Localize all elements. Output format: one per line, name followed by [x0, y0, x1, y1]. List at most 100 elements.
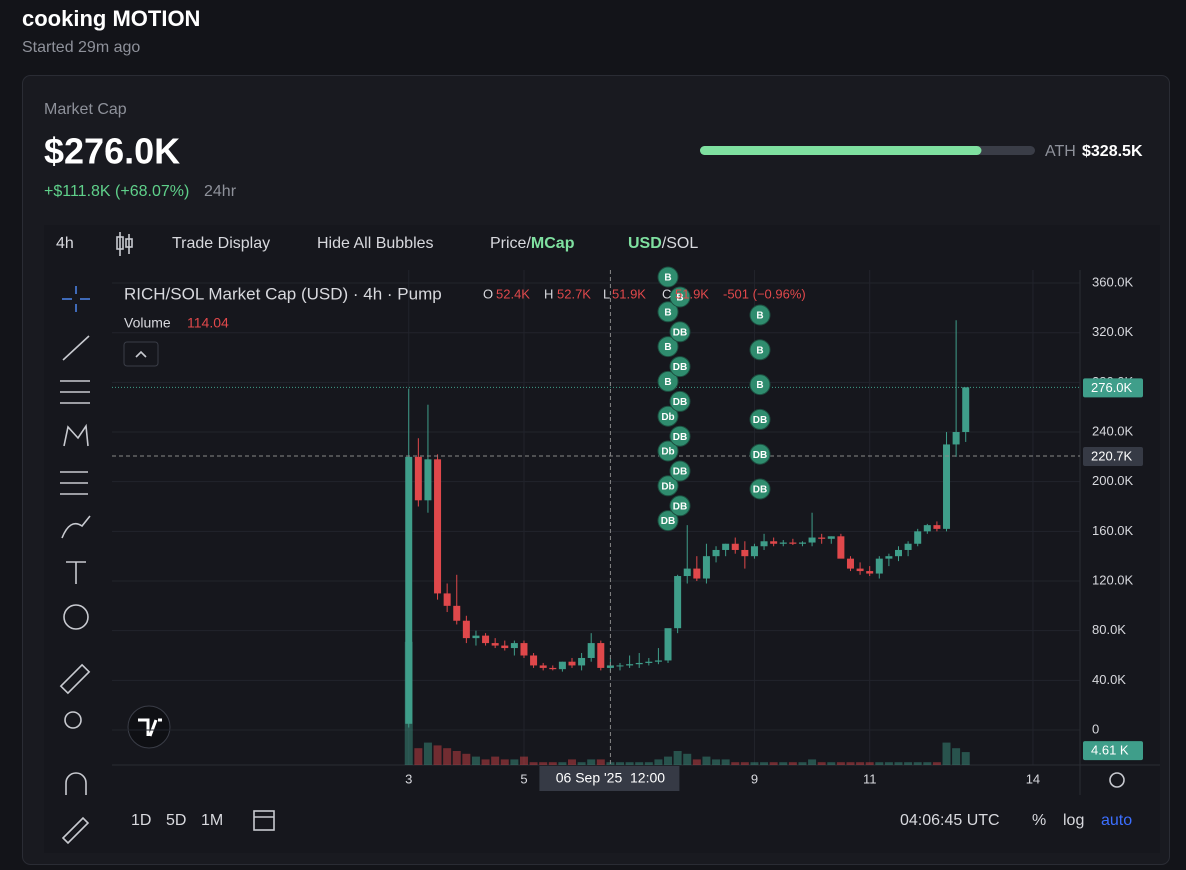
emoji-tool[interactable]	[63, 604, 89, 630]
text-tool[interactable]	[66, 561, 86, 584]
volume-bar	[683, 753, 692, 765]
candle-body	[875, 558, 883, 574]
bubble[interactable]	[657, 301, 679, 323]
candle-body	[846, 558, 854, 569]
volume-bar	[961, 752, 970, 765]
crosshair-tool[interactable]	[62, 286, 90, 312]
bubble[interactable]	[669, 356, 691, 378]
ruler-tool[interactable]	[59, 663, 91, 695]
bubble[interactable]	[657, 266, 679, 288]
range-button[interactable]: 1D	[131, 812, 151, 829]
pattern-tool[interactable]	[63, 423, 89, 447]
candle-body	[789, 542, 797, 544]
ohlc-legend: O 52.4K H 52.7K L 51.9K C 51.9K -501 (−0.96%)	[483, 286, 806, 301]
bubble[interactable]	[749, 478, 771, 500]
last-volume-text: 4.61 K	[1091, 743, 1129, 758]
bubble[interactable]	[669, 425, 691, 447]
log-toggle[interactable]: log	[1063, 812, 1084, 829]
bubble[interactable]	[669, 390, 691, 412]
line-tool[interactable]	[62, 335, 90, 361]
volume-bar	[817, 762, 826, 765]
volume-bar	[692, 759, 701, 765]
magnet-tool[interactable]	[65, 772, 87, 795]
volume-bar	[443, 748, 452, 765]
candle-body	[530, 655, 538, 666]
trade-display[interactable]: Trade Display	[172, 235, 270, 252]
calendar-icon[interactable]	[253, 810, 275, 831]
fib-tool[interactable]	[60, 380, 90, 404]
bubble[interactable]	[657, 440, 679, 462]
candle-body	[443, 593, 451, 606]
bubble[interactable]	[749, 339, 771, 361]
usd-sol[interactable]: USD/SOL	[628, 235, 698, 252]
lock-tool[interactable]	[61, 816, 90, 845]
brush-tool[interactable]	[61, 515, 91, 539]
candle-body	[626, 664, 634, 666]
range-button[interactable]: 5D	[166, 812, 186, 829]
bubble[interactable]	[657, 405, 679, 427]
page-title: cooking MOTION	[22, 6, 200, 31]
candle-body	[654, 660, 662, 662]
range-button[interactable]: 1M	[201, 812, 223, 829]
ath-label: ATH	[1045, 143, 1076, 160]
bubble[interactable]	[669, 286, 691, 308]
usd: USD	[628, 235, 662, 252]
volume-bar	[587, 759, 596, 765]
candle-body	[520, 643, 528, 656]
collapse-button[interactable]	[123, 341, 159, 367]
candle-body	[827, 536, 835, 539]
bubble[interactable]	[669, 460, 691, 482]
bubble[interactable]	[749, 304, 771, 326]
candle-body	[501, 645, 509, 649]
candle-body	[837, 536, 845, 559]
volume-bar	[654, 759, 663, 765]
percent-toggle[interactable]: %	[1032, 812, 1046, 829]
price-mcap[interactable]: Price/MCap	[490, 235, 575, 252]
interval[interactable]: 4h	[56, 235, 74, 252]
volume-bar	[721, 759, 730, 765]
candle-body	[434, 459, 442, 594]
volume-bar	[510, 759, 519, 765]
candle-body	[587, 643, 595, 658]
bubble[interactable]	[657, 370, 679, 392]
crosshair-date-box	[539, 766, 680, 791]
volume-bar	[644, 762, 653, 765]
bubble-label: B	[664, 342, 671, 353]
last-price-box	[1083, 378, 1143, 398]
candle-body	[693, 568, 701, 579]
candle-body	[578, 657, 586, 666]
settings-icon[interactable]	[1109, 772, 1125, 788]
bubble[interactable]	[657, 336, 679, 358]
bubble[interactable]	[749, 408, 771, 430]
bubble-label: B	[664, 377, 671, 388]
volume-bar	[769, 762, 778, 765]
bubble-label: DB	[661, 516, 675, 527]
candle-body	[895, 549, 902, 557]
zoom-tool[interactable]	[64, 711, 82, 729]
collapse-icon	[135, 350, 147, 358]
bubble[interactable]	[669, 495, 691, 517]
y-tick-label: 120.0K	[1092, 572, 1134, 587]
candle-body	[606, 665, 614, 668]
bubble-label: DB	[673, 362, 687, 373]
bubble[interactable]	[749, 374, 771, 396]
hide-bubbles[interactable]: Hide All Bubbles	[317, 235, 434, 252]
bubble[interactable]	[657, 475, 679, 497]
bubble[interactable]	[657, 510, 679, 532]
volume-bar	[519, 756, 528, 765]
crosshair-price-text: 220.7K	[1091, 448, 1133, 463]
auto-toggle[interactable]: auto	[1101, 812, 1132, 829]
candle-body	[424, 459, 432, 501]
plot: 040.0K80.0K120.0K160.0K200.0K240.0K280.0…	[112, 266, 1160, 795]
bubble[interactable]	[749, 443, 771, 465]
ohlc-value: 51.9K	[675, 286, 709, 301]
chart-panel	[44, 225, 1160, 853]
candle-icon[interactable]	[116, 232, 133, 256]
forecast-tool[interactable]	[60, 471, 88, 495]
volume-bar	[481, 759, 490, 765]
volume-bar	[712, 759, 721, 765]
market-cap: $276.0K	[44, 131, 180, 172]
bubble[interactable]	[669, 321, 691, 343]
volume-bar	[740, 762, 749, 765]
volume-bar	[616, 762, 625, 765]
